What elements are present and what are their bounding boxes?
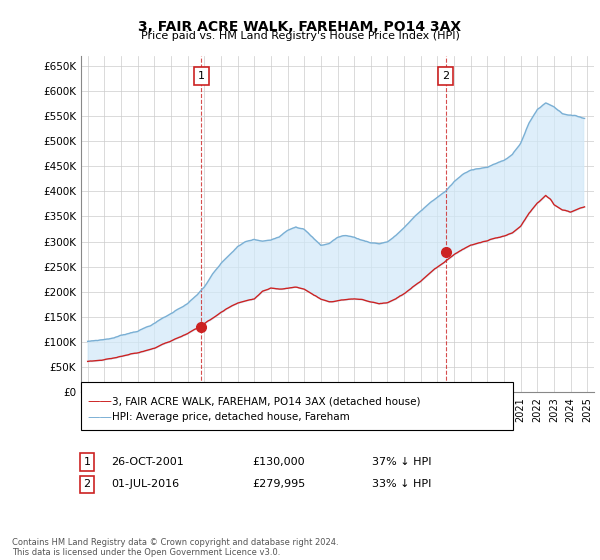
Text: 33% ↓ HPI: 33% ↓ HPI <box>372 479 431 489</box>
Text: ——: —— <box>87 395 112 408</box>
Text: 3, FAIR ACRE WALK, FAREHAM, PO14 3AX: 3, FAIR ACRE WALK, FAREHAM, PO14 3AX <box>139 20 461 34</box>
Text: 26-OCT-2001: 26-OCT-2001 <box>111 457 184 467</box>
Text: 37% ↓ HPI: 37% ↓ HPI <box>372 457 431 467</box>
Text: HPI: Average price, detached house, Fareham: HPI: Average price, detached house, Fare… <box>112 412 350 422</box>
Text: Price paid vs. HM Land Registry's House Price Index (HPI): Price paid vs. HM Land Registry's House … <box>140 31 460 41</box>
Text: £130,000: £130,000 <box>252 457 305 467</box>
Text: ——: —— <box>87 410 112 424</box>
Text: 2: 2 <box>442 71 449 81</box>
Text: 2: 2 <box>83 479 91 489</box>
Text: 1: 1 <box>83 457 91 467</box>
Text: £279,995: £279,995 <box>252 479 305 489</box>
Text: Contains HM Land Registry data © Crown copyright and database right 2024.
This d: Contains HM Land Registry data © Crown c… <box>12 538 338 557</box>
Text: 3, FAIR ACRE WALK, FAREHAM, PO14 3AX (detached house): 3, FAIR ACRE WALK, FAREHAM, PO14 3AX (de… <box>112 396 421 407</box>
Text: 01-JUL-2016: 01-JUL-2016 <box>111 479 179 489</box>
Text: 1: 1 <box>198 71 205 81</box>
